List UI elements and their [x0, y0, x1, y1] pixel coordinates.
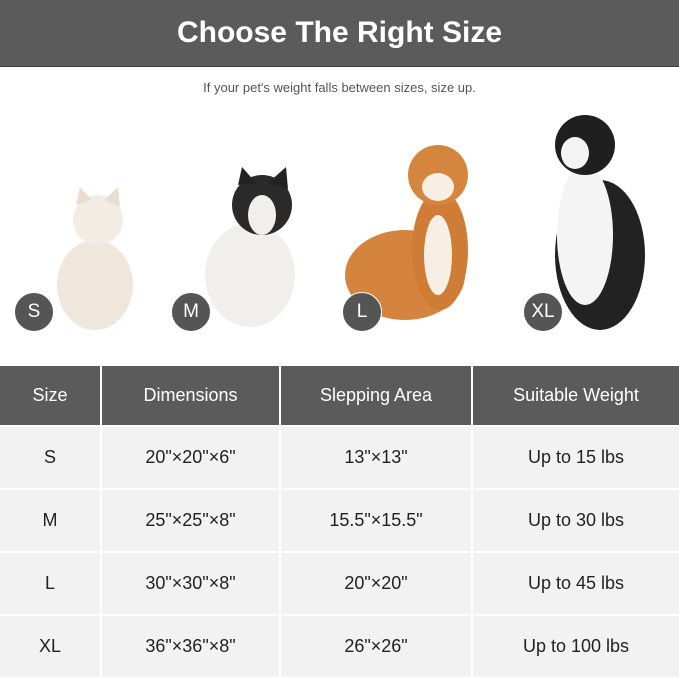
cell-weight: Up to 15 lbs: [471, 425, 679, 490]
cell-dimensions: 20"×20"×6": [100, 425, 281, 490]
cell-weight: Up to 45 lbs: [471, 551, 679, 616]
page-title: Choose The Right Size: [0, 0, 679, 67]
table-row: L 30"×30"×8" 20"×20" Up to 45 lbs: [0, 551, 679, 616]
collie-image: [555, 115, 645, 330]
cell-weight: Up to 30 lbs: [471, 488, 679, 553]
cell-sleeping-area: 26"×26": [279, 614, 473, 679]
cell-weight: Up to 100 lbs: [471, 614, 679, 679]
cell-dimensions: 30"×30"×8": [100, 551, 281, 616]
header-suitable-weight: Suitable Weight: [471, 366, 679, 427]
header-sleeping-area: Slepping Area: [279, 366, 473, 427]
size-table: Size Dimensions Slepping Area Suitable W…: [0, 366, 679, 679]
cell-sleeping-area: 15.5"×15.5": [279, 488, 473, 553]
cell-size: S: [0, 425, 102, 490]
size-badge-m: M: [171, 292, 211, 332]
table-header-row: Size Dimensions Slepping Area Suitable W…: [0, 366, 679, 427]
subtitle: If your pet's weight falls between sizes…: [203, 80, 476, 95]
kitten-image: [57, 187, 133, 330]
header-size: Size: [0, 366, 102, 427]
size-badge-s: S: [14, 292, 54, 332]
cell-size: XL: [0, 614, 102, 679]
bulldog-image: [205, 167, 295, 327]
table-row: S 20"×20"×6" 13"×13" Up to 15 lbs: [0, 425, 679, 490]
cell-sleeping-area: 20"×20": [279, 551, 473, 616]
shiba-image: [345, 145, 468, 320]
cell-dimensions: 25"×25"×8": [100, 488, 281, 553]
pets-image: [57, 115, 645, 330]
cell-sleeping-area: 13"×13": [279, 425, 473, 490]
cell-size: M: [0, 488, 102, 553]
size-badge-l: L: [342, 292, 382, 332]
table-row: XL 36"×36"×8" 26"×26" Up to 100 lbs: [0, 614, 679, 679]
size-badge-xl: XL: [523, 292, 563, 332]
cell-dimensions: 36"×36"×8": [100, 614, 281, 679]
table-row: M 25"×25"×8" 15.5"×15.5" Up to 30 lbs: [0, 488, 679, 553]
header-dimensions: Dimensions: [100, 366, 281, 427]
cell-size: L: [0, 551, 102, 616]
